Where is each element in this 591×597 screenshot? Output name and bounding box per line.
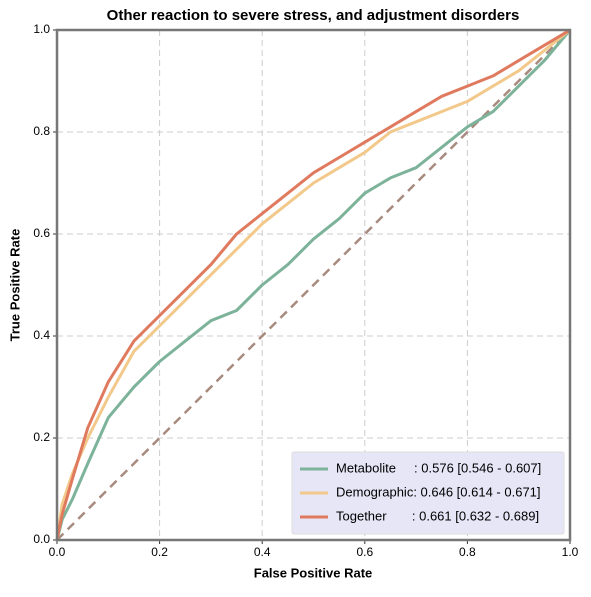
- plot-frame: [55, 28, 572, 542]
- legend-box: [291, 451, 565, 535]
- roc-line: [55, 28, 571, 541]
- legend-label: Metabolite : 0.576 [0.546 - 0.607]: [336, 460, 541, 475]
- x-tick-label: 0.4: [254, 545, 271, 559]
- legend-label: Together : 0.661 [0.632 - 0.689]: [336, 508, 539, 523]
- y-tick-label: 0.4: [33, 328, 50, 342]
- y-tick-label: 1.0: [33, 22, 50, 36]
- y-tick-label: 0.0: [33, 532, 50, 546]
- x-tick-label: 0.6: [356, 545, 373, 559]
- y-tick-label: 0.2: [33, 430, 50, 444]
- y-tick-label: 0.6: [33, 226, 50, 240]
- legend-label: Demographic: 0.646 [0.614 - 0.671]: [336, 484, 541, 499]
- legend: Metabolite : 0.576 [0.546 - 0.607] Demogr…: [291, 451, 565, 535]
- chart-title: Other reaction to severe stress, and adj…: [107, 7, 520, 24]
- y-tick-label: 0.8: [33, 124, 50, 138]
- roc-line: [55, 29, 572, 541]
- y-axis-label: True Positive Rate: [7, 229, 22, 342]
- roc-line: [55, 28, 571, 541]
- x-tick-label: 0.8: [459, 545, 476, 559]
- x-tick-label: 1.0: [562, 545, 579, 559]
- x-axis-label: False Positive Rate: [254, 565, 373, 580]
- x-tick-label: 0.2: [151, 545, 168, 559]
- x-tick-label: 0.0: [49, 545, 66, 559]
